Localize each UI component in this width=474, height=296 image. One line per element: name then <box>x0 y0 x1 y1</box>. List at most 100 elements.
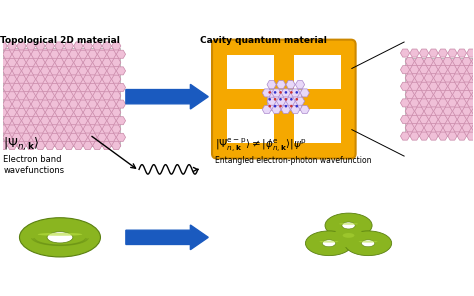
Text: wavefunctions: wavefunctions <box>3 166 64 175</box>
Polygon shape <box>93 92 102 100</box>
Polygon shape <box>64 42 73 50</box>
Polygon shape <box>93 108 102 116</box>
Polygon shape <box>98 133 107 141</box>
Polygon shape <box>83 42 92 50</box>
Polygon shape <box>429 99 438 107</box>
Polygon shape <box>27 75 36 83</box>
Polygon shape <box>424 107 433 115</box>
Polygon shape <box>434 57 443 65</box>
Polygon shape <box>83 125 92 133</box>
Ellipse shape <box>19 218 100 257</box>
Polygon shape <box>3 133 12 141</box>
Polygon shape <box>17 108 26 116</box>
Polygon shape <box>434 107 443 115</box>
Polygon shape <box>102 108 111 116</box>
Polygon shape <box>50 67 59 75</box>
Polygon shape <box>74 108 83 116</box>
Polygon shape <box>448 99 457 107</box>
Polygon shape <box>64 125 73 133</box>
Polygon shape <box>429 66 438 74</box>
Polygon shape <box>0 75 7 83</box>
Polygon shape <box>405 57 414 65</box>
Circle shape <box>290 91 292 94</box>
Polygon shape <box>401 49 410 57</box>
Polygon shape <box>12 117 21 125</box>
Polygon shape <box>472 107 474 115</box>
Polygon shape <box>83 59 92 67</box>
Text: Topological 2D material: Topological 2D material <box>0 36 120 45</box>
Polygon shape <box>12 83 21 91</box>
Polygon shape <box>281 89 291 97</box>
Circle shape <box>279 105 282 107</box>
Polygon shape <box>60 117 69 125</box>
Ellipse shape <box>339 223 358 225</box>
Polygon shape <box>424 74 433 82</box>
Polygon shape <box>111 92 121 100</box>
FancyBboxPatch shape <box>212 40 356 158</box>
Polygon shape <box>415 91 424 99</box>
Polygon shape <box>107 117 116 125</box>
Ellipse shape <box>359 241 377 243</box>
Polygon shape <box>83 141 92 150</box>
Polygon shape <box>55 42 64 50</box>
Polygon shape <box>79 117 88 125</box>
Ellipse shape <box>325 213 372 238</box>
Polygon shape <box>107 67 116 75</box>
Polygon shape <box>27 141 36 150</box>
Polygon shape <box>27 59 36 67</box>
Polygon shape <box>415 124 424 132</box>
Polygon shape <box>93 75 102 83</box>
Polygon shape <box>74 92 83 100</box>
Polygon shape <box>17 59 26 67</box>
Polygon shape <box>116 67 126 75</box>
Polygon shape <box>107 100 116 108</box>
Polygon shape <box>467 115 474 123</box>
Polygon shape <box>64 59 73 67</box>
Polygon shape <box>27 42 36 50</box>
Polygon shape <box>443 91 452 99</box>
Polygon shape <box>98 67 107 75</box>
Polygon shape <box>74 59 83 67</box>
Polygon shape <box>36 141 45 150</box>
Polygon shape <box>31 117 40 125</box>
Polygon shape <box>46 59 55 67</box>
Polygon shape <box>415 107 424 115</box>
Polygon shape <box>429 132 438 140</box>
Polygon shape <box>17 75 26 83</box>
Polygon shape <box>107 50 116 58</box>
Bar <box>2 48 120 146</box>
Polygon shape <box>415 57 424 65</box>
Text: $|\Psi_{n,\mathbf{k}}^{\rm e-p}\rangle \neq |\phi_{n,\mathbf{k}}^{\rm e}\rangle|: $|\Psi_{n,\mathbf{k}}^{\rm e-p}\rangle \… <box>215 136 307 154</box>
Polygon shape <box>102 141 111 150</box>
Polygon shape <box>17 125 26 133</box>
Polygon shape <box>448 115 457 123</box>
Polygon shape <box>401 99 410 107</box>
Circle shape <box>290 105 292 107</box>
Polygon shape <box>262 105 272 114</box>
Polygon shape <box>410 99 419 107</box>
Polygon shape <box>276 97 286 105</box>
Polygon shape <box>22 67 31 75</box>
Polygon shape <box>415 74 424 82</box>
Polygon shape <box>472 74 474 82</box>
Polygon shape <box>419 132 428 140</box>
Polygon shape <box>467 49 474 57</box>
Circle shape <box>274 98 276 101</box>
Polygon shape <box>12 133 21 141</box>
Polygon shape <box>74 75 83 83</box>
Polygon shape <box>467 82 474 90</box>
Ellipse shape <box>342 222 355 229</box>
Polygon shape <box>88 117 97 125</box>
Polygon shape <box>438 115 447 123</box>
Polygon shape <box>83 75 92 83</box>
Polygon shape <box>12 100 21 108</box>
Polygon shape <box>472 91 474 99</box>
Polygon shape <box>69 50 78 58</box>
Polygon shape <box>98 100 107 108</box>
Polygon shape <box>93 141 102 150</box>
Polygon shape <box>8 59 17 67</box>
Polygon shape <box>262 89 272 97</box>
Polygon shape <box>41 67 50 75</box>
Circle shape <box>268 105 271 107</box>
FancyBboxPatch shape <box>227 55 340 143</box>
